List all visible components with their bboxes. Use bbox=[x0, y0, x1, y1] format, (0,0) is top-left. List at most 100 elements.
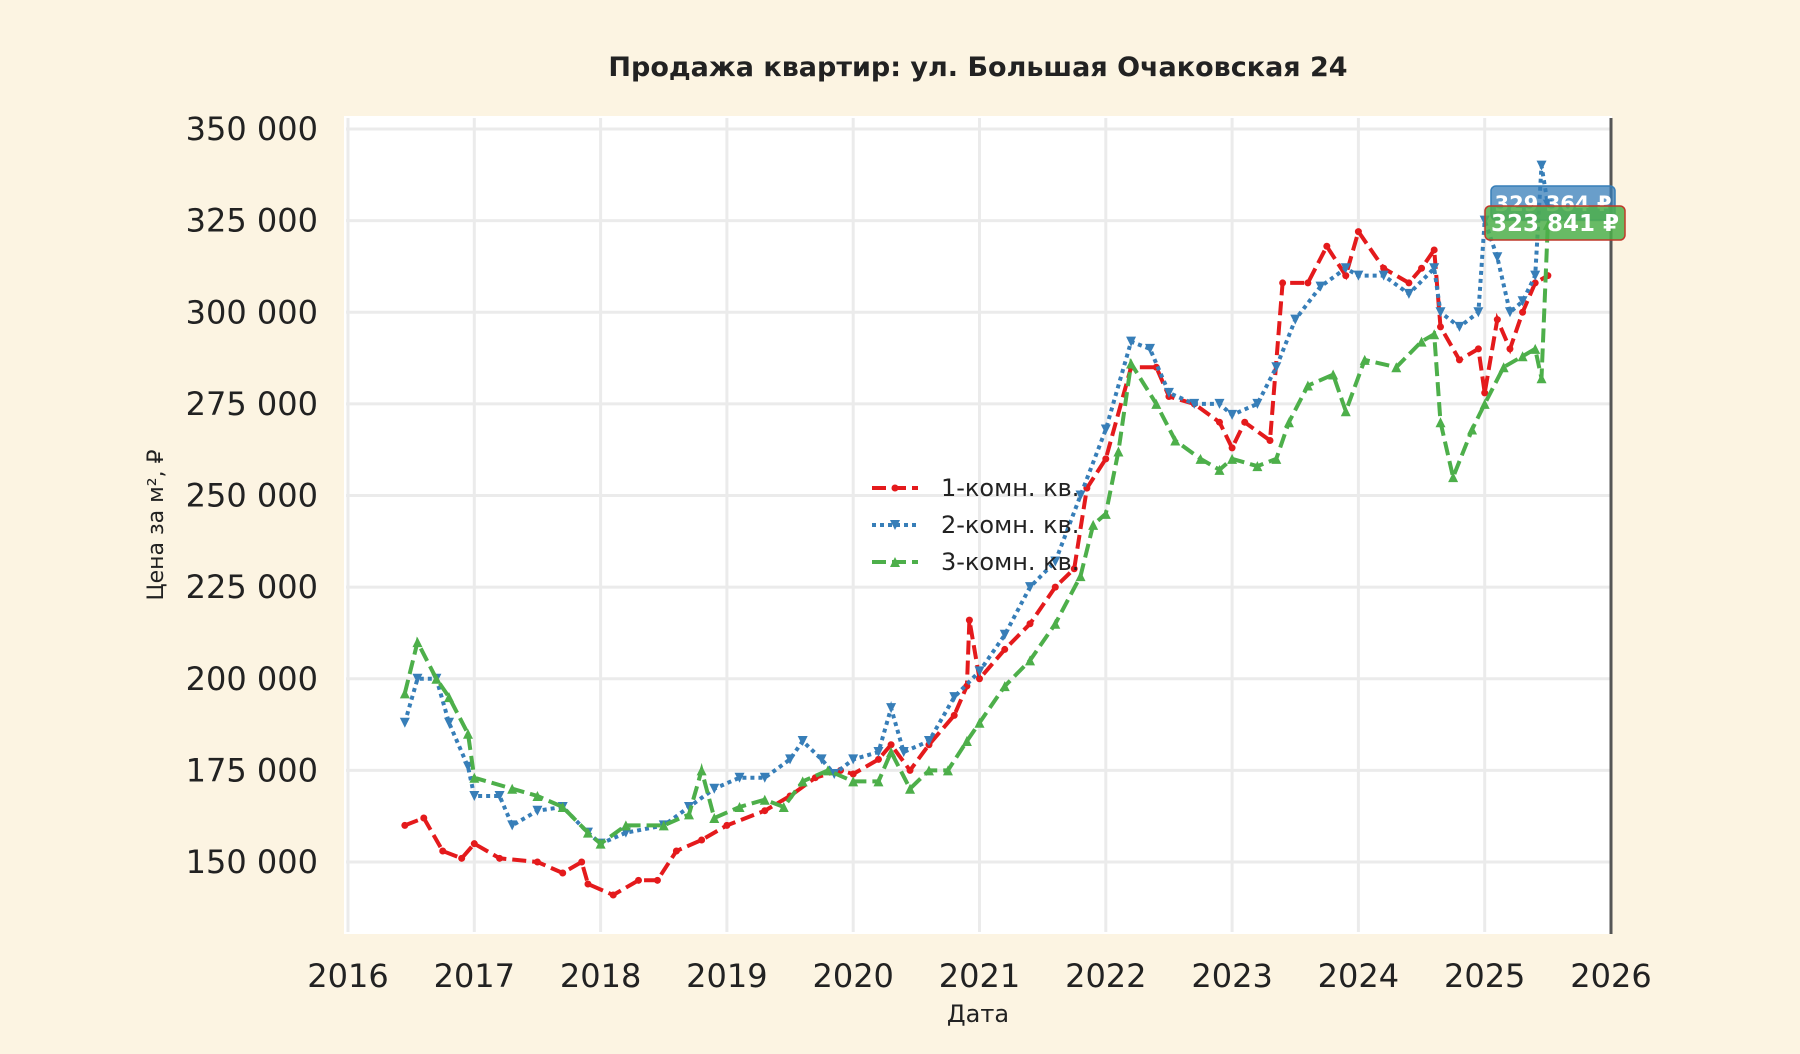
data-point bbox=[734, 802, 745, 813]
legend-marker bbox=[890, 520, 900, 530]
data-point bbox=[1075, 571, 1086, 582]
data-point bbox=[886, 703, 897, 714]
data-point bbox=[1195, 453, 1206, 464]
data-point bbox=[1436, 323, 1444, 331]
data-point bbox=[1498, 362, 1509, 373]
data-point bbox=[734, 772, 745, 783]
data-point bbox=[1126, 336, 1137, 347]
data-point bbox=[469, 772, 480, 783]
data-point bbox=[1435, 307, 1446, 318]
data-point bbox=[1227, 453, 1238, 464]
data-point bbox=[905, 783, 916, 794]
data-point bbox=[849, 770, 857, 778]
legend-marker bbox=[890, 557, 900, 567]
data-point bbox=[1492, 252, 1503, 263]
data-point bbox=[1448, 472, 1459, 483]
data-point bbox=[458, 854, 466, 862]
data-point bbox=[950, 711, 958, 719]
data-point bbox=[1473, 307, 1484, 318]
y-tick-label: 250 000 bbox=[186, 477, 318, 515]
data-point bbox=[942, 765, 953, 776]
data-point bbox=[1001, 645, 1009, 653]
data-point bbox=[609, 891, 617, 899]
data-point bbox=[1126, 358, 1137, 369]
data-point bbox=[976, 675, 983, 683]
data-point bbox=[923, 765, 934, 776]
data-point bbox=[1416, 336, 1427, 347]
data-point bbox=[797, 776, 808, 787]
data-point bbox=[887, 741, 895, 749]
x-tick-label: 2019 bbox=[686, 957, 767, 995]
data-point bbox=[1215, 418, 1223, 426]
value-badge bbox=[1484, 205, 1626, 241]
data-point bbox=[1189, 398, 1200, 409]
data-point bbox=[672, 847, 680, 855]
y-tick-label: 300 000 bbox=[186, 293, 318, 331]
data-point bbox=[1403, 288, 1414, 299]
legend: 1-комн. кв. 2-комн. кв. 3-комн. кв. bbox=[872, 474, 1079, 576]
data-point bbox=[1530, 270, 1541, 281]
data-point bbox=[1340, 263, 1351, 274]
data-point bbox=[1170, 435, 1181, 446]
y-axis-label: Цена за м², ₽ bbox=[144, 449, 169, 600]
data-point bbox=[1050, 556, 1061, 567]
data-point bbox=[1340, 406, 1351, 417]
data-point bbox=[848, 776, 859, 787]
legend-marker bbox=[891, 484, 899, 492]
data-point bbox=[507, 820, 518, 831]
x-tick-label: 2023 bbox=[1191, 957, 1272, 995]
data-point bbox=[1429, 263, 1440, 274]
data-point bbox=[1359, 354, 1370, 365]
data-point bbox=[1467, 424, 1478, 435]
data-point bbox=[961, 736, 972, 747]
data-point bbox=[923, 736, 934, 747]
data-point bbox=[1380, 264, 1388, 272]
ticks: 2016 2017 2018 2019 2020 2021 2022 2023 2024 2025… bbox=[186, 110, 1652, 995]
x-tick-label: 2020 bbox=[812, 957, 893, 995]
data-point bbox=[595, 838, 606, 849]
data-point bbox=[785, 754, 796, 765]
data-point bbox=[1279, 279, 1287, 287]
data-point bbox=[965, 616, 973, 624]
data-point bbox=[1227, 409, 1238, 420]
data-point bbox=[532, 791, 543, 802]
data-point bbox=[1214, 464, 1225, 475]
data-point bbox=[1145, 343, 1156, 354]
data-point bbox=[431, 673, 442, 684]
data-point bbox=[1430, 246, 1438, 254]
data-point bbox=[723, 821, 731, 829]
x-tick-label: 2016 bbox=[307, 957, 388, 995]
value-badge-label: 323 841 ₽ bbox=[1491, 211, 1619, 237]
data-point bbox=[974, 666, 985, 677]
data-point bbox=[420, 814, 428, 822]
data-point bbox=[1435, 417, 1446, 428]
x-tick-label: 2018 bbox=[560, 957, 641, 995]
data-point bbox=[1328, 369, 1339, 380]
y-tick-label: 175 000 bbox=[186, 751, 318, 789]
data-point bbox=[1504, 307, 1515, 318]
data-point bbox=[1315, 281, 1326, 292]
data-point bbox=[1252, 461, 1263, 472]
data-point bbox=[401, 821, 409, 829]
legend-label: 1-комн. кв. bbox=[941, 474, 1079, 502]
data-point bbox=[1100, 508, 1111, 519]
y-tick-label: 225 000 bbox=[186, 568, 318, 606]
data-point bbox=[873, 747, 884, 758]
data-point bbox=[1088, 519, 1099, 530]
data-point bbox=[1517, 351, 1528, 362]
data-point bbox=[1214, 398, 1225, 409]
data-point bbox=[949, 692, 960, 703]
data-point bbox=[1354, 228, 1362, 236]
data-point bbox=[797, 736, 808, 747]
data-point bbox=[1051, 583, 1059, 591]
x-tick-label: 2022 bbox=[1065, 957, 1146, 995]
data-point bbox=[1266, 437, 1274, 445]
legend-label: 3-комн. кв. bbox=[941, 548, 1079, 576]
data-point bbox=[444, 692, 455, 703]
data-point bbox=[709, 783, 720, 794]
data-point bbox=[444, 717, 455, 728]
x-tick-label: 2025 bbox=[1444, 957, 1525, 995]
data-point bbox=[848, 754, 859, 765]
data-point bbox=[1530, 343, 1541, 354]
data-point bbox=[974, 717, 985, 728]
